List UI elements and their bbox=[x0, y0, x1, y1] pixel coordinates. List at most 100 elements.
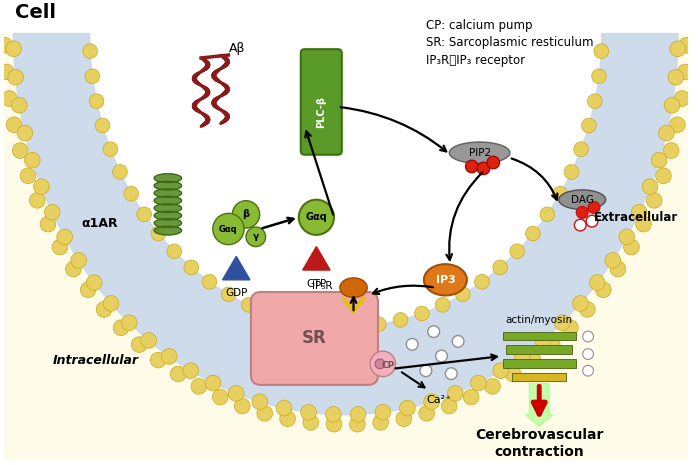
Circle shape bbox=[582, 331, 594, 342]
Circle shape bbox=[592, 69, 606, 84]
Circle shape bbox=[670, 41, 685, 57]
Circle shape bbox=[280, 411, 295, 426]
Circle shape bbox=[66, 261, 81, 277]
Text: PIP2: PIP2 bbox=[468, 148, 491, 158]
Circle shape bbox=[619, 229, 635, 245]
Circle shape bbox=[103, 142, 118, 157]
Circle shape bbox=[96, 302, 112, 317]
Text: IP3: IP3 bbox=[435, 275, 455, 285]
Text: IP₃R：IP₃ receptor: IP₃R：IP₃ receptor bbox=[426, 54, 525, 67]
Circle shape bbox=[305, 317, 320, 332]
Circle shape bbox=[466, 160, 478, 173]
Circle shape bbox=[526, 352, 541, 368]
Circle shape bbox=[113, 320, 129, 336]
FancyBboxPatch shape bbox=[251, 292, 378, 385]
Circle shape bbox=[349, 319, 364, 334]
Text: GTP: GTP bbox=[307, 279, 326, 289]
Circle shape bbox=[564, 165, 579, 179]
Circle shape bbox=[375, 359, 385, 369]
Circle shape bbox=[95, 118, 110, 133]
Circle shape bbox=[205, 375, 221, 391]
FancyBboxPatch shape bbox=[301, 49, 342, 155]
Circle shape bbox=[372, 317, 386, 332]
Circle shape bbox=[375, 405, 391, 420]
Text: Extracellular: Extracellular bbox=[594, 211, 678, 224]
Circle shape bbox=[580, 302, 595, 317]
Circle shape bbox=[29, 193, 45, 208]
Circle shape bbox=[8, 69, 23, 85]
Circle shape bbox=[514, 349, 530, 364]
Circle shape bbox=[86, 275, 102, 291]
Polygon shape bbox=[154, 181, 181, 190]
Circle shape bbox=[414, 306, 429, 321]
Circle shape bbox=[642, 179, 658, 194]
Circle shape bbox=[221, 287, 236, 302]
Circle shape bbox=[624, 239, 639, 255]
Circle shape bbox=[505, 366, 521, 382]
Circle shape bbox=[228, 385, 244, 401]
Ellipse shape bbox=[559, 190, 606, 209]
Circle shape bbox=[664, 98, 680, 113]
Circle shape bbox=[656, 168, 671, 184]
Circle shape bbox=[284, 312, 298, 327]
Circle shape bbox=[85, 69, 99, 84]
Circle shape bbox=[370, 351, 395, 377]
Text: PLC-β: PLC-β bbox=[316, 96, 326, 128]
Circle shape bbox=[213, 213, 244, 245]
Text: CP: CP bbox=[381, 361, 394, 370]
Circle shape bbox=[328, 319, 342, 334]
Text: SR: Sarcoplasmic resticulum: SR: Sarcoplasmic resticulum bbox=[426, 36, 594, 49]
Circle shape bbox=[83, 44, 97, 59]
Circle shape bbox=[326, 406, 341, 422]
Circle shape bbox=[6, 41, 22, 57]
Circle shape bbox=[668, 69, 684, 85]
Circle shape bbox=[477, 162, 490, 175]
Circle shape bbox=[121, 315, 137, 331]
Circle shape bbox=[487, 156, 500, 169]
Circle shape bbox=[510, 244, 524, 259]
Text: SR: SR bbox=[302, 330, 327, 347]
Text: CP: calcium pump: CP: calcium pump bbox=[426, 19, 532, 32]
Circle shape bbox=[554, 315, 570, 331]
Circle shape bbox=[631, 205, 647, 220]
Circle shape bbox=[234, 398, 250, 414]
Circle shape bbox=[13, 143, 28, 159]
Text: GDP: GDP bbox=[225, 288, 247, 298]
Text: Ca²⁺: Ca²⁺ bbox=[426, 395, 451, 405]
Circle shape bbox=[326, 417, 342, 432]
Circle shape bbox=[670, 117, 685, 133]
Circle shape bbox=[573, 296, 588, 311]
Circle shape bbox=[184, 260, 199, 275]
Polygon shape bbox=[13, 33, 678, 415]
Circle shape bbox=[241, 298, 256, 312]
Text: Cerebrovascular
contraction: Cerebrovascular contraction bbox=[475, 428, 603, 458]
Circle shape bbox=[25, 153, 40, 168]
Polygon shape bbox=[154, 196, 181, 205]
Circle shape bbox=[52, 239, 68, 255]
Circle shape bbox=[17, 125, 33, 141]
Circle shape bbox=[664, 143, 679, 159]
Circle shape bbox=[594, 44, 608, 59]
Circle shape bbox=[40, 216, 56, 232]
Circle shape bbox=[150, 352, 166, 368]
Circle shape bbox=[57, 229, 73, 245]
Text: Intracellular: Intracellular bbox=[52, 354, 139, 367]
Text: Aβ: Aβ bbox=[228, 42, 245, 55]
Circle shape bbox=[605, 252, 621, 268]
Bar bbox=[506, 345, 573, 354]
Circle shape bbox=[400, 400, 415, 416]
Text: DAG: DAG bbox=[570, 195, 594, 205]
Circle shape bbox=[435, 350, 447, 362]
Circle shape bbox=[588, 202, 600, 213]
Circle shape bbox=[232, 201, 260, 228]
Polygon shape bbox=[154, 174, 181, 183]
Bar bbox=[512, 372, 566, 381]
Circle shape bbox=[456, 287, 470, 302]
Circle shape bbox=[71, 252, 87, 268]
Circle shape bbox=[0, 64, 14, 80]
Circle shape bbox=[89, 94, 104, 108]
Circle shape bbox=[586, 215, 598, 227]
Circle shape bbox=[80, 282, 96, 298]
Text: Gαq: Gαq bbox=[219, 225, 238, 233]
Circle shape bbox=[132, 337, 147, 352]
